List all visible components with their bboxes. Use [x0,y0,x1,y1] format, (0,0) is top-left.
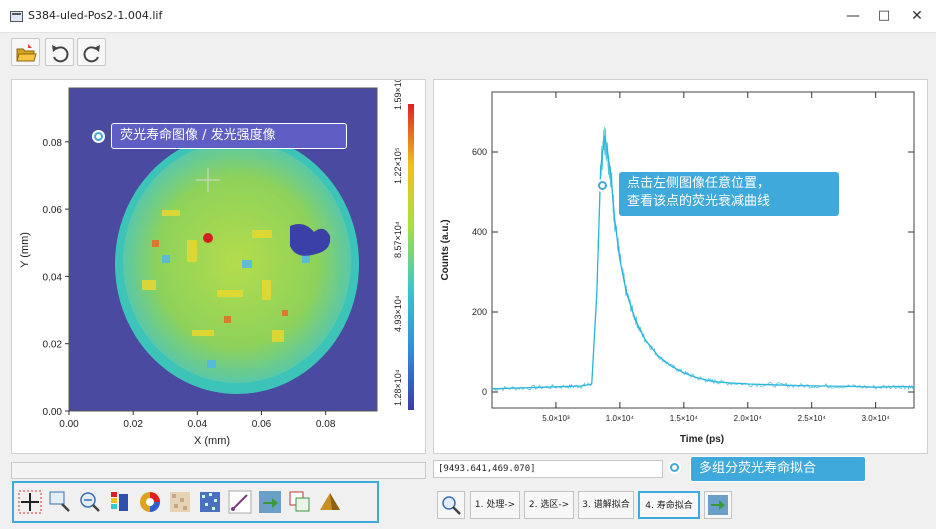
callout-dot [92,130,105,143]
noise-icon[interactable] [198,490,222,514]
x-tick-label: 5.0×10³ [542,414,570,423]
hotspot [203,233,213,243]
colorbar [408,104,414,410]
x-tick-label: 1.0×10⁴ [606,414,635,423]
y-axis-label: Counts (a.u.) [440,219,451,280]
y-axis: 0 200 400 600 [472,147,914,397]
sample-disk [123,141,351,383]
zoom-rect-icon[interactable] [48,490,72,514]
lifetime-fit-button[interactable]: 4. 寿命拟合 [638,491,700,519]
fit-callout-text: 多组分荧光寿命拟合 [690,456,866,482]
status-bar [11,462,426,479]
y-tick-label: 200 [472,307,487,317]
export-icon [708,495,728,515]
dark-void [290,224,331,256]
open-folder-icon [16,44,37,62]
crosshair-icon[interactable] [18,490,42,514]
colorbar-tick-label: 1.22×10⁵ [393,147,403,184]
decay-curve-chart[interactable]: 0 200 400 600 5.0×10³ 1.0×10⁴ 1.5×10⁴ 2.0×10⁴ 2… [434,80,929,455]
decay-noise-trace [491,126,914,392]
intensity-speckles [142,210,310,368]
image-panel: 0.00 0.02 0.04 0.06 0.08 0.00 0.02 0.04 0.06 0.0… [11,73,426,454]
redo-button[interactable] [77,38,106,66]
crosshair-marker [196,168,220,192]
y-tick-label: 600 [472,147,487,157]
callout-dot [668,461,681,474]
y-tick-label: 0.08 [43,138,63,149]
decay-callout-line1: 点击左侧图像任意位置， [627,176,771,191]
y-tick-label: 0 [482,387,487,397]
spectral-fit-button[interactable]: 3. 谱解拟合 [578,491,634,519]
y-tick-label: 0.04 [43,272,63,283]
image-tool-strip [12,481,379,523]
coordinate-readout: [9493.641,469.070] [433,460,663,478]
overlay-icon[interactable] [288,490,312,514]
y-tick-label: 400 [472,227,487,237]
colorbar-labels: 1.28×10⁴ 4.93×10⁴ 8.57×10⁴ 1.22×10⁵ 1.59×10⁵ [393,73,403,406]
x-axis-label: X (mm) [194,435,230,447]
x-tick-label: 3.0×10⁴ [862,414,891,423]
y-axis-label: Y (mm) [19,232,31,268]
magnifier-icon [442,496,461,515]
line-tool-icon[interactable] [228,490,252,514]
export-results-button[interactable] [704,491,732,519]
palette-icon[interactable] [108,490,132,514]
magnifier-button[interactable] [437,491,465,519]
zoom-out-icon[interactable] [78,490,102,514]
select-region-button[interactable]: 2. 选区-> [524,491,574,519]
callout-dot [596,179,609,192]
x-tick-label: 2.0×10⁴ [734,414,763,423]
x-axis: 0.00 0.02 0.04 0.06 0.08 [59,411,336,430]
x-tick-label: 1.5×10⁴ [670,414,699,423]
image-callout-text: 荧光寿命图像 / 发光强度像 [111,123,347,149]
window-title: S384-uled-Pos2-1.004.lif [28,9,163,22]
plot-frame [491,91,915,409]
title-bar: S384-uled-Pos2-1.004.lif — □ ✕ [0,0,936,33]
redo-icon [83,45,100,63]
x-tick-label: 0.08 [316,419,336,430]
x-axis: 5.0×10³ 1.0×10⁴ 1.5×10⁴ 2.0×10⁴ 2.5×10⁴ 3.0×1… [542,92,890,423]
x-tick-label: 0.00 [59,419,79,430]
undo-icon [52,45,69,63]
app-icon [10,11,23,22]
close-button[interactable]: ✕ [911,8,923,24]
peak-3d-icon[interactable] [318,490,342,514]
decay-panel: 0 200 400 600 5.0×10³ 1.0×10⁴ 1.5×10⁴ 2.0×10⁴ 2… [433,79,928,454]
color-wheel-icon[interactable] [138,490,162,514]
decay-callout-line2: 查看该点的荧光衰减曲线 [627,194,771,209]
decay-callout-box: 点击左侧图像任意位置， 查看该点的荧光衰减曲线 [619,172,839,216]
process-button[interactable]: 1. 处理-> [470,491,520,519]
texture-icon[interactable] [168,490,192,514]
minimize-button[interactable]: — [846,8,860,24]
colorbar-tick-label: 8.57×10⁴ [393,221,403,258]
x-tick-label: 2.5×10⁴ [798,414,827,423]
y-tick-label: 0.06 [43,205,63,216]
colorbar-tick-label: 1.28×10⁴ [393,369,403,406]
y-tick-label: 0.02 [43,340,63,351]
x-axis-label: Time (ps) [680,434,724,445]
export-icon[interactable] [258,490,282,514]
y-tick-label: 0.00 [43,407,63,418]
open-folder-button[interactable] [11,38,40,66]
maximize-button[interactable]: □ [877,8,891,23]
undo-button[interactable] [45,38,74,66]
y-axis: 0.00 0.02 0.04 0.06 0.08 [43,138,69,418]
decay-noise [491,126,914,392]
x-tick-label: 0.02 [123,419,143,430]
colorbar-tick-label: 4.93×10⁴ [393,295,403,332]
x-tick-label: 0.06 [252,419,272,430]
colorbar-tick-label: 1.59×10⁵ [393,80,403,110]
x-tick-label: 0.04 [188,419,208,430]
